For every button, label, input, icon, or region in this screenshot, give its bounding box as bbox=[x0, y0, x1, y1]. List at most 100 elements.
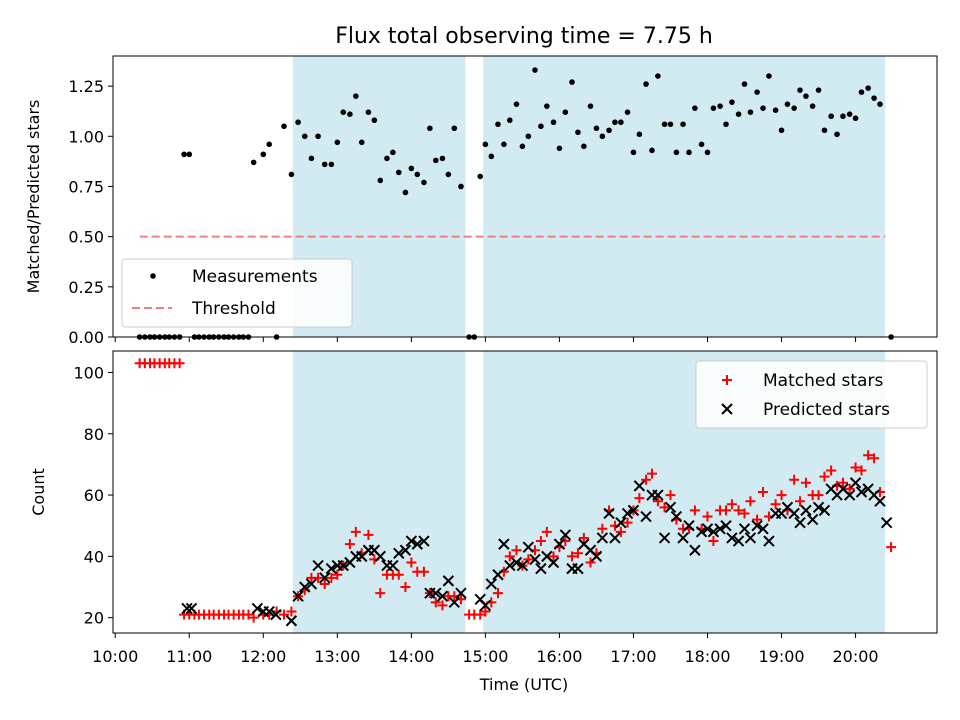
predicted-stars-point bbox=[325, 562, 338, 575]
matched-stars-point bbox=[375, 588, 386, 599]
predicted-stars-point bbox=[726, 532, 738, 544]
matched-stars-point bbox=[363, 529, 374, 540]
matched-stars-point bbox=[286, 606, 297, 617]
predicted-stars-point bbox=[818, 504, 831, 517]
predicted-stars-point bbox=[627, 504, 640, 517]
measurements-point bbox=[717, 103, 723, 109]
predicted-stars-point bbox=[553, 538, 566, 550]
measurements-point bbox=[846, 111, 853, 118]
matched-stars-point bbox=[511, 545, 522, 556]
ratio-axes-frame bbox=[112, 55, 938, 338]
measurements-point bbox=[599, 133, 606, 140]
measurements-point bbox=[186, 151, 193, 158]
matched-stars-point bbox=[437, 600, 448, 611]
matched-stars-point bbox=[758, 487, 769, 497]
measurements-point bbox=[260, 151, 267, 158]
matched-stars-point bbox=[597, 523, 608, 534]
predicted-stars-point bbox=[714, 523, 726, 535]
measurements-point bbox=[710, 105, 717, 111]
predicted-stars-point bbox=[640, 510, 652, 523]
measurements-point bbox=[525, 133, 532, 140]
matched-stars-point bbox=[535, 536, 546, 547]
measurements-point bbox=[587, 103, 594, 109]
matched-stars-point bbox=[745, 496, 756, 507]
predicted-stars-point bbox=[442, 575, 455, 587]
legend-matched-marker bbox=[722, 375, 732, 385]
matched-stars-point bbox=[615, 526, 626, 537]
x-tick-label: 14:00 bbox=[388, 647, 434, 666]
predicted-stars-point bbox=[590, 550, 603, 563]
predicted-stars-point bbox=[603, 507, 615, 520]
x-tick-label: 11:00 bbox=[166, 647, 212, 666]
measurements-point bbox=[618, 119, 624, 126]
measurements-point bbox=[661, 121, 668, 128]
measurements-point bbox=[358, 139, 365, 146]
measurements-point bbox=[556, 145, 563, 152]
predicted-stars-point bbox=[430, 587, 442, 599]
matched-stars-point bbox=[813, 490, 824, 501]
matched-stars-point bbox=[770, 499, 781, 510]
predicted-stars-point bbox=[652, 489, 664, 501]
predicted-stars-point bbox=[181, 602, 193, 615]
ratio-y-tick-label: 0.75 bbox=[68, 177, 104, 196]
predicted-stars-point bbox=[615, 516, 627, 529]
predicted-stars-point bbox=[479, 599, 492, 612]
legend-predicted-label: Predicted stars bbox=[763, 400, 890, 420]
measurements-point bbox=[308, 155, 315, 162]
ratio-y-tick-label: 0.00 bbox=[68, 328, 104, 347]
predicted-stars-point bbox=[399, 544, 412, 556]
matched-stars-point bbox=[430, 597, 441, 608]
predicted-stars-point bbox=[751, 520, 763, 532]
matched-stars-point bbox=[634, 493, 645, 504]
x-tick-label: 18:00 bbox=[684, 647, 730, 666]
predicted-stars-point bbox=[319, 572, 331, 584]
measurements-point bbox=[698, 141, 705, 148]
count-y-tick-label: 60 bbox=[84, 486, 104, 505]
predicted-stars-point bbox=[800, 504, 812, 517]
measurements-point bbox=[402, 189, 409, 196]
x-tick-label: 12:00 bbox=[240, 647, 286, 666]
matched-stars-point bbox=[826, 465, 837, 476]
measurements-point bbox=[858, 89, 865, 95]
measurements-point bbox=[803, 93, 809, 99]
predicted-stars-point bbox=[812, 501, 825, 514]
measurements-point bbox=[507, 117, 513, 124]
measurements-point bbox=[581, 143, 587, 150]
measurements-point bbox=[395, 169, 402, 176]
ratio-y-axis-label: Matched/Predicted stars bbox=[24, 100, 43, 294]
matched-stars-point bbox=[689, 505, 700, 516]
predicted-stars-point bbox=[677, 532, 689, 544]
measurements-point bbox=[791, 105, 797, 111]
predicted-stars-point bbox=[633, 480, 646, 492]
measurements-point bbox=[772, 107, 779, 113]
measurements-point bbox=[288, 171, 295, 178]
measurements-point bbox=[655, 73, 661, 79]
matched-stars-point bbox=[400, 582, 411, 593]
matched-stars-point bbox=[393, 569, 404, 580]
measurements-point bbox=[778, 127, 785, 134]
measurements-point bbox=[365, 109, 372, 115]
predicted-stars-point bbox=[689, 544, 701, 556]
measurements-point bbox=[532, 67, 538, 73]
predicted-stars-point bbox=[510, 556, 523, 569]
matched-stars-point bbox=[776, 490, 787, 501]
predicted-stars-point bbox=[855, 486, 868, 498]
predicted-stars-point bbox=[485, 578, 498, 590]
measurements-point bbox=[347, 111, 353, 118]
x-tick-label: 10:00 bbox=[92, 647, 138, 666]
measurements-point bbox=[754, 89, 760, 95]
matched-stars-point bbox=[819, 471, 830, 482]
matched-stars-point bbox=[665, 490, 676, 501]
matched-stars-point bbox=[279, 609, 290, 620]
measurements-point bbox=[266, 141, 273, 148]
matched-stars-point bbox=[332, 569, 343, 580]
predicted-stars-point bbox=[312, 559, 324, 572]
predicted-stars-point bbox=[658, 532, 671, 544]
predicted-stars-point bbox=[337, 559, 349, 572]
predicted-stars-point bbox=[374, 550, 386, 563]
matched-stars-point bbox=[752, 514, 763, 525]
matched-stars-point bbox=[708, 536, 719, 547]
matched-stars-point bbox=[523, 554, 534, 565]
predicted-stars-point bbox=[559, 529, 572, 541]
predicted-stars-point bbox=[263, 605, 275, 618]
